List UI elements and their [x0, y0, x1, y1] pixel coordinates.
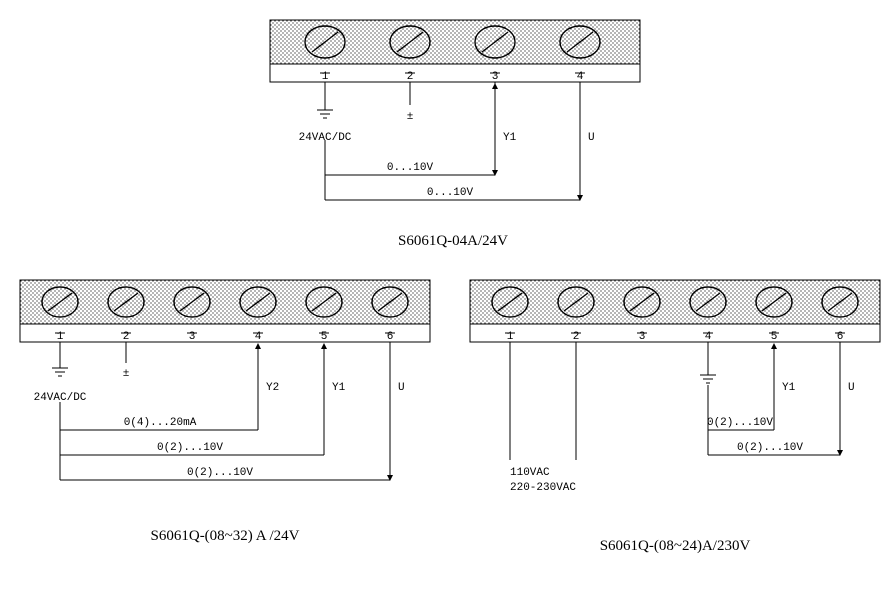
diagram-bottom-left: 1 2 3 4 5 6 24VAC/DC ± Y2 Y1 U 0(4)...20…: [20, 280, 430, 480]
terminal-num: 1: [57, 331, 64, 343]
title-top: S6061Q-04A/24V: [398, 233, 508, 249]
signal1-label: 0(2)...10V: [707, 417, 773, 429]
terminal-num: 3: [189, 331, 196, 343]
terminal-num-3: 3: [492, 71, 499, 83]
voltage2-label: 220-230VAC: [510, 482, 576, 494]
signal1-label: 0(4)...20mA: [124, 417, 197, 429]
title-bottom-right: S6061Q-(08~24)A/230V: [600, 538, 751, 554]
terminal-num-2: 2: [407, 71, 414, 83]
signal2-label: 0...10V: [427, 187, 474, 199]
terminal-num: 3: [639, 331, 646, 343]
terminal-num: 6: [837, 331, 844, 343]
plus-tilde-icon: ±: [407, 111, 414, 123]
voltage1-label: 110VAC: [510, 467, 550, 479]
number-strip: [20, 324, 430, 342]
wiring-diagram-svg: 1 2 3 4 24VAC/DC ± Y1 U 0...10V 0...1: [10, 10, 887, 590]
pin6-label: U: [848, 382, 855, 394]
signal2-label: 0(2)...10V: [157, 442, 223, 454]
diagram-top: 1 2 3 4 24VAC/DC ± Y1 U 0...10V 0...1: [270, 20, 640, 200]
pin5-label: Y1: [782, 382, 796, 394]
title-bottom-left: S6061Q-(08~32) A /24V: [151, 528, 300, 544]
terminal-num: 2: [123, 331, 130, 343]
terminal-num: 2: [573, 331, 580, 343]
terminal-num: 4: [705, 331, 712, 343]
terminal-num-4: 4: [577, 71, 584, 83]
ground-icon: [52, 368, 68, 376]
pin3-label: Y1: [503, 132, 517, 144]
terminal-block: [20, 280, 430, 324]
pin4-label: U: [588, 132, 595, 144]
pin6-label: U: [398, 382, 405, 394]
ground-icon: [700, 375, 716, 383]
terminal-block: [470, 280, 880, 324]
signal2-label: 0(2)...10V: [737, 442, 803, 454]
signal1-label: 0...10V: [387, 162, 434, 174]
terminal-num: 5: [771, 331, 778, 343]
terminal-num: 1: [507, 331, 514, 343]
number-strip: [470, 324, 880, 342]
plus-tilde-icon: ±: [123, 368, 130, 380]
terminal-num: 4: [255, 331, 262, 343]
terminal-num: 5: [321, 331, 328, 343]
pin5-label: Y1: [332, 382, 346, 394]
terminal-num-1: 1: [322, 71, 329, 83]
diagram-bottom-right: 1 2 3 4 5 6 110VAC 220-230VAC Y1 U 0(2).…: [470, 280, 880, 494]
ground-icon: [317, 110, 333, 118]
terminal-num: 6: [387, 331, 394, 343]
pin4-label: Y2: [266, 382, 279, 394]
signal3-label: 0(2)...10V: [187, 467, 253, 479]
